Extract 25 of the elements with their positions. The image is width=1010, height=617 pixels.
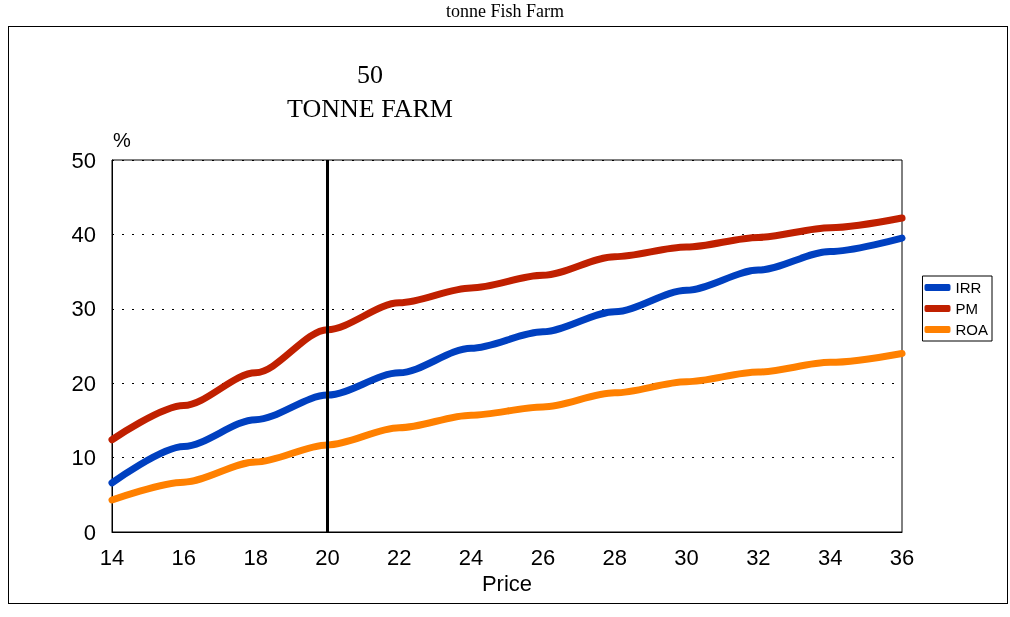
y-tick-label: 30 (71, 296, 96, 322)
y-tick-label: 20 (71, 370, 96, 396)
x-tick-label: 16 (171, 544, 197, 570)
x-axis-title: Price (481, 571, 533, 597)
x-tick-label: 30 (674, 544, 699, 570)
legend-label: ROA (955, 321, 989, 338)
text: tonne Fish Farm (446, 1, 565, 21)
y-tick-label: 40 (71, 221, 96, 247)
legend-label: PM (955, 300, 978, 317)
x-tick-label: 26 (530, 544, 556, 570)
x-tick-label: 28 (602, 544, 627, 570)
legend-label: IRR (955, 279, 982, 296)
x-tick-label: 34 (817, 544, 843, 570)
x-tick-label: 22 (387, 544, 412, 570)
x-tick-label: 20 (315, 544, 340, 570)
x-tick-label: 36 (889, 544, 915, 570)
y-tick-label: 10 (71, 445, 96, 471)
x-tick-label: 32 (746, 544, 771, 570)
y-tick-label: 50 (71, 147, 96, 173)
y-tick-label: 0 (83, 519, 96, 545)
chart-title: 50 TONNE FARM (287, 59, 453, 123)
x-tick-label: 14 (99, 544, 125, 570)
x-tick-label: 24 (458, 544, 484, 570)
y-axis-title: % (113, 129, 132, 151)
x-tick-label: 18 (243, 544, 268, 570)
